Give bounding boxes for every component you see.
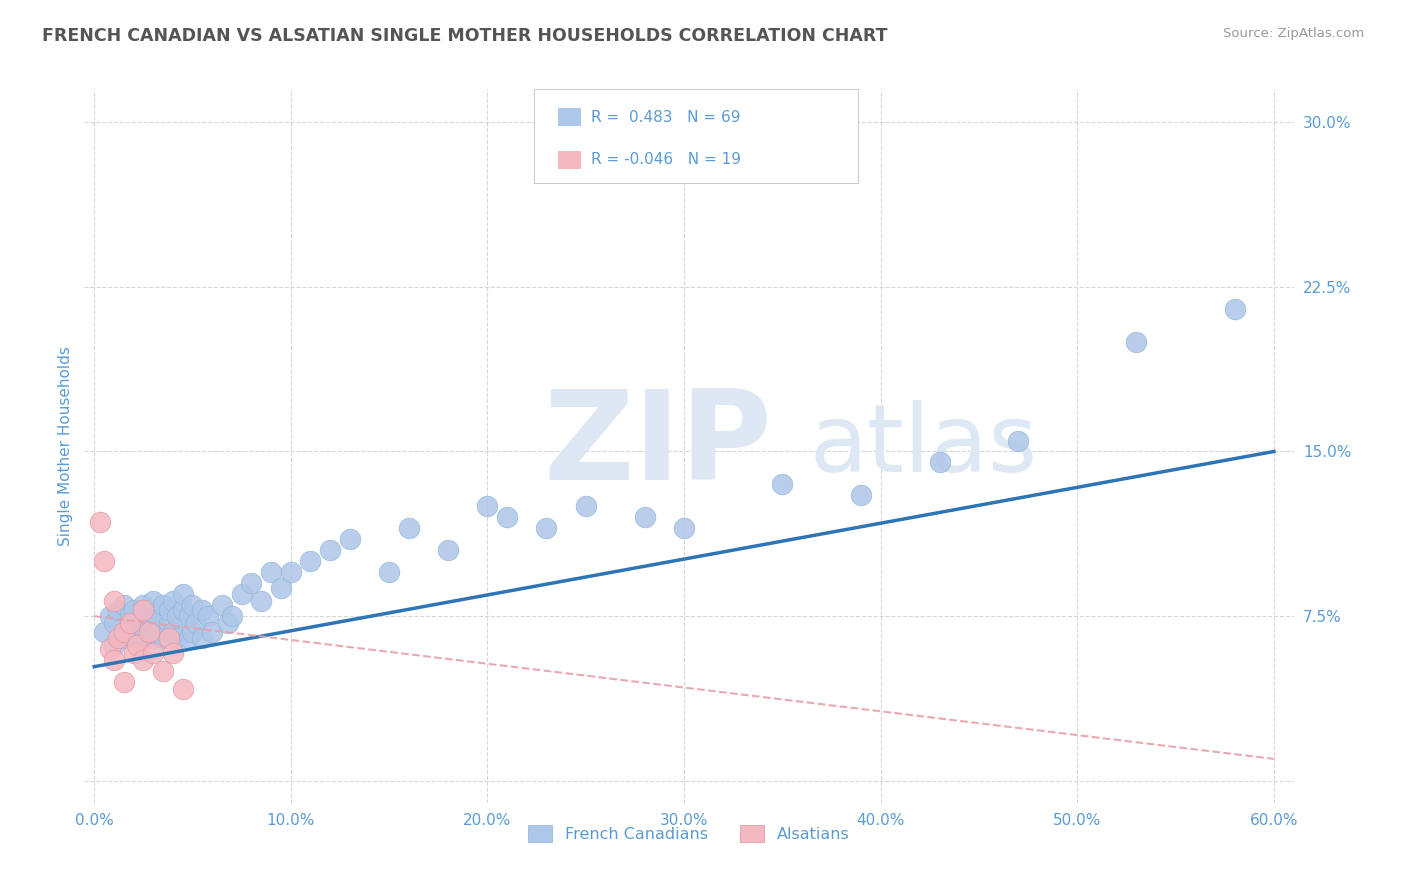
Point xyxy=(1125,334,1147,349)
Point xyxy=(250,594,273,608)
Point xyxy=(928,455,950,469)
Point xyxy=(112,624,135,639)
Point xyxy=(103,638,125,652)
Point xyxy=(138,602,160,616)
Point xyxy=(127,624,149,639)
Point xyxy=(172,681,194,696)
Point xyxy=(112,631,135,645)
Point xyxy=(673,521,696,535)
Point xyxy=(166,609,188,624)
Y-axis label: Single Mother Households: Single Mother Households xyxy=(58,346,73,546)
Point xyxy=(107,602,129,616)
Point xyxy=(177,631,200,645)
Point xyxy=(1007,434,1029,448)
Point xyxy=(132,602,155,616)
Point xyxy=(1223,301,1246,316)
Point xyxy=(260,566,283,580)
Point xyxy=(280,566,302,580)
Point xyxy=(217,615,239,630)
Point xyxy=(177,609,200,624)
Point xyxy=(127,638,149,652)
Text: FRENCH CANADIAN VS ALSATIAN SINGLE MOTHER HOUSEHOLDS CORRELATION CHART: FRENCH CANADIAN VS ALSATIAN SINGLE MOTHE… xyxy=(42,27,887,45)
Point xyxy=(98,642,121,657)
Point xyxy=(770,477,793,491)
Point xyxy=(118,620,141,634)
Point xyxy=(634,510,657,524)
Point xyxy=(132,631,155,645)
Point xyxy=(166,631,188,645)
Point xyxy=(172,602,194,616)
Point xyxy=(211,598,233,612)
Point xyxy=(107,631,129,645)
Point xyxy=(172,587,194,601)
Point xyxy=(132,609,155,624)
Point xyxy=(138,620,160,634)
Point xyxy=(152,598,174,612)
Point xyxy=(197,609,219,624)
Point xyxy=(146,624,169,639)
Point xyxy=(201,624,224,639)
Point xyxy=(103,653,125,667)
Point xyxy=(138,624,160,639)
Point xyxy=(270,581,292,595)
Point xyxy=(122,631,145,645)
Point xyxy=(89,515,111,529)
Point xyxy=(477,500,499,514)
Point xyxy=(157,631,180,645)
Point xyxy=(103,594,125,608)
Point xyxy=(142,594,165,608)
Point xyxy=(319,543,342,558)
Point xyxy=(157,615,180,630)
Point xyxy=(221,609,243,624)
Point xyxy=(122,602,145,616)
Point xyxy=(181,624,204,639)
Point xyxy=(112,598,135,612)
Point xyxy=(162,624,184,639)
Point xyxy=(162,594,184,608)
Point xyxy=(299,554,322,568)
Point xyxy=(157,602,180,616)
Point xyxy=(378,566,401,580)
Text: Source: ZipAtlas.com: Source: ZipAtlas.com xyxy=(1223,27,1364,40)
Point xyxy=(146,609,169,624)
Point xyxy=(103,615,125,630)
Point xyxy=(132,598,155,612)
Point xyxy=(181,598,204,612)
Point xyxy=(575,500,598,514)
Point xyxy=(127,615,149,630)
Point xyxy=(162,647,184,661)
Text: R =  0.483   N = 69: R = 0.483 N = 69 xyxy=(591,110,740,125)
Point xyxy=(93,624,115,639)
Text: R = -0.046   N = 19: R = -0.046 N = 19 xyxy=(591,153,741,168)
Point xyxy=(112,675,135,690)
Point xyxy=(496,510,519,524)
Point xyxy=(142,631,165,645)
Point xyxy=(339,533,361,547)
Point xyxy=(98,609,121,624)
Point xyxy=(240,576,263,591)
Point xyxy=(191,602,214,616)
Point xyxy=(152,631,174,645)
Text: ZIP: ZIP xyxy=(544,385,772,507)
Point xyxy=(122,647,145,661)
Point xyxy=(142,647,165,661)
Point xyxy=(142,615,165,630)
Point xyxy=(152,664,174,678)
Text: atlas: atlas xyxy=(810,400,1038,492)
Point xyxy=(231,587,253,601)
Point xyxy=(93,554,115,568)
Point xyxy=(118,609,141,624)
Point xyxy=(536,521,558,535)
Legend: French Canadians, Alsatians: French Canadians, Alsatians xyxy=(522,819,856,848)
Point xyxy=(437,543,460,558)
Point xyxy=(118,615,141,630)
Point xyxy=(191,631,214,645)
Point xyxy=(132,653,155,667)
Point xyxy=(186,615,208,630)
Point xyxy=(849,488,872,502)
Point xyxy=(398,521,420,535)
